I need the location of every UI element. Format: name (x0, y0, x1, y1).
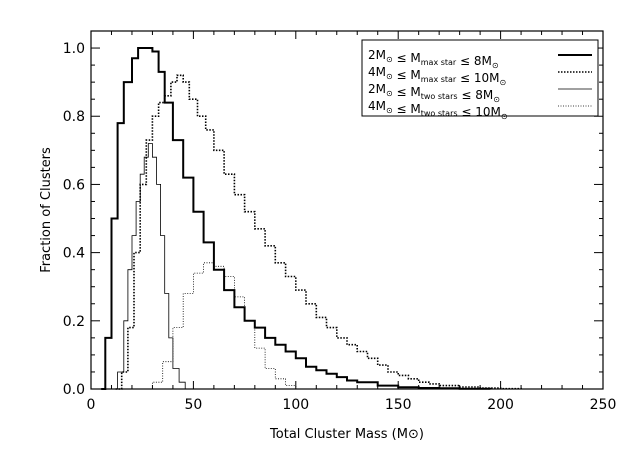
x-axis-title: Total Cluster Mass (M⊙) (269, 427, 424, 442)
x-tick-label: 250 (590, 397, 617, 413)
y-tick-label: 1.0 (63, 41, 85, 57)
y-tick-label: 0.0 (63, 382, 85, 398)
y-tick-label: 0.4 (63, 246, 85, 262)
series-layer (101, 47, 522, 390)
plot-frame (90, 30, 604, 390)
axis-ticks: 0 50 100 150 200 250 0.0 0.2 0.4 0.6 0.8 1.0 (63, 31, 617, 413)
y-axis-title: Fraction of Clusters (39, 147, 54, 273)
series-line-3 (111, 143, 186, 390)
series-line-1 (101, 47, 492, 390)
x-tick-label: 150 (385, 397, 412, 413)
y-tick-label: 0.2 (63, 314, 85, 330)
x-tick-label: 50 (184, 397, 202, 413)
legend-box (361, 39, 599, 117)
legend: 2M⊙ ≤ Mmax star ≤ 8M⊙4M⊙ ≤ Mmax star ≤ 1… (361, 39, 599, 121)
y-tick-label: 0.6 (63, 177, 85, 193)
legend-entry-3: 2M⊙ ≤ Mtwo stars ≤ 8M⊙ (368, 82, 500, 104)
plot-area (90, 30, 604, 390)
x-tick-label: 0 (87, 397, 96, 413)
x-tick-label: 100 (282, 397, 309, 413)
legend-entry-1: 2M⊙ ≤ Mmax star ≤ 8M⊙ (368, 48, 499, 70)
series-line-2 (115, 74, 522, 390)
y-tick-label: 0.8 (63, 109, 85, 125)
legend-entry-4: 4M⊙ ≤ Mtwo stars ≤ 10M⊙ (368, 99, 508, 121)
x-tick-label: 200 (487, 397, 514, 413)
legend-entry-2: 4M⊙ ≤ Mmax star ≤ 10M⊙ (368, 65, 506, 87)
series-line-4 (140, 262, 297, 390)
